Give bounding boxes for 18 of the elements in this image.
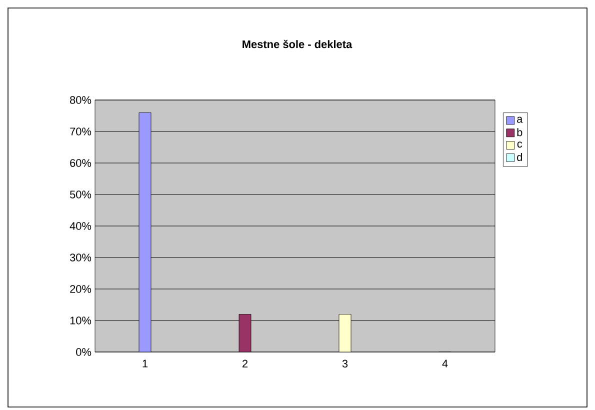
y-tick-label: 70% [70, 128, 92, 136]
x-tick-label: 3 [342, 360, 348, 368]
x-tick-label: 4 [442, 360, 448, 368]
chart-title: Mestne šole - dekleta [242, 40, 352, 48]
y-tick-label: 0% [76, 348, 92, 356]
y-tick-label: 40% [70, 222, 92, 230]
legend-label: a [517, 116, 523, 123]
y-tick-label: 20% [70, 285, 92, 293]
x-tick-label: 1 [142, 360, 148, 368]
y-tick-label: 60% [70, 159, 92, 167]
y-tick-label: 80% [70, 96, 92, 104]
y-tick-label: 10% [70, 316, 92, 324]
legend-label: d [517, 152, 522, 162]
legend-label: b [517, 128, 522, 136]
y-tick-label: 50% [70, 190, 92, 198]
y-tick-label: 30% [70, 254, 92, 262]
legend-label: c [517, 142, 522, 148]
x-tick-label: 2 [242, 360, 248, 368]
